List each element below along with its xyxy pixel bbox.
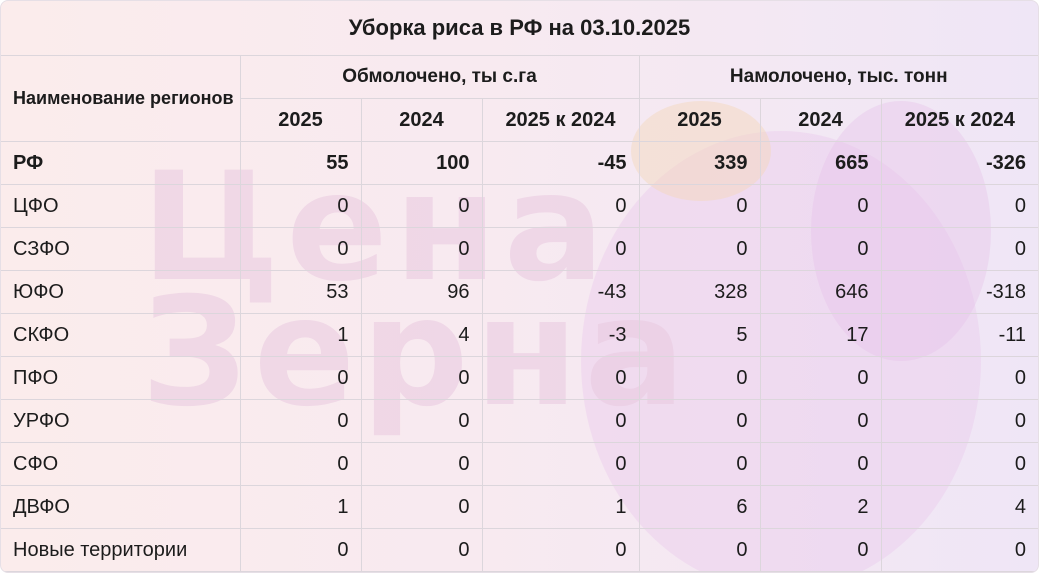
value-cell: 328: [638, 270, 761, 314]
region-name-cell: СФО: [1, 442, 241, 486]
table-row: ПФО 0 0 0 0 0 0: [1, 356, 1038, 400]
region-name-cell: СКФО: [1, 313, 241, 357]
value-cell: 4: [360, 313, 483, 357]
table-row: СЗФО 0 0 0 0 0 0: [1, 227, 1038, 271]
column-header: 2025: [240, 98, 362, 142]
value-cell: 4: [880, 485, 1038, 529]
value-cell: 0: [880, 442, 1038, 486]
table-title: Уборка риса в РФ на 03.10.2025: [1, 1, 1038, 56]
value-cell: 0: [239, 442, 362, 486]
value-cell: 0: [239, 528, 362, 572]
value-cell: 0: [481, 442, 640, 486]
value-cell: 0: [239, 184, 362, 228]
value-cell: 0: [638, 184, 761, 228]
value-cell: 6: [638, 485, 761, 529]
value-cell: -326: [880, 141, 1038, 185]
value-cell: 55: [239, 141, 362, 185]
region-column-header: Наименование регионов: [1, 55, 241, 142]
region-name-cell: СЗФО: [1, 227, 241, 271]
value-cell: 0: [360, 442, 483, 486]
value-cell: 2: [759, 485, 882, 529]
value-cell: 0: [880, 227, 1038, 271]
value-cell: 53: [239, 270, 362, 314]
table-row: ЦФО 0 0 0 0 0 0: [1, 184, 1038, 228]
value-cell: 0: [360, 399, 483, 443]
value-cell: -45: [481, 141, 640, 185]
value-cell: 0: [360, 485, 483, 529]
value-cell: -43: [481, 270, 640, 314]
value-cell: -318: [880, 270, 1038, 314]
column-header: 2025 к 2024: [880, 98, 1038, 142]
table-row: РФ 55 100 -45 339 665 -326: [1, 141, 1038, 185]
table-row: УРФО 0 0 0 0 0 0: [1, 399, 1038, 443]
value-cell: -11: [880, 313, 1038, 357]
value-cell: 0: [239, 399, 362, 443]
region-name-cell: ЮФО: [1, 270, 241, 314]
value-cell: 0: [759, 356, 882, 400]
value-cell: 0: [638, 442, 761, 486]
value-cell: 0: [880, 528, 1038, 572]
value-cell: 0: [880, 184, 1038, 228]
value-cell: 0: [880, 356, 1038, 400]
threshed-area-group-header: Обмолочено, ты с.га: [239, 55, 640, 99]
value-cell: 0: [638, 227, 761, 271]
table-row: Новые территории 0 0 0 0 0 0: [1, 528, 1038, 572]
value-cell: 0: [481, 356, 640, 400]
value-cell: 17: [759, 313, 882, 357]
value-cell: 1: [481, 485, 640, 529]
harvested-volume-group-header: Намолочено, тыс. тонн: [638, 55, 1038, 99]
value-cell: 0: [759, 528, 882, 572]
value-cell: 5: [638, 313, 761, 357]
value-cell: 0: [239, 356, 362, 400]
column-header: 2025 к 2024: [481, 98, 640, 142]
value-cell: 0: [481, 399, 640, 443]
region-name-cell: УРФО: [1, 399, 241, 443]
value-cell: 0: [638, 356, 761, 400]
value-cell: 665: [759, 141, 882, 185]
table-row: ДВФО 1 0 1 6 2 4: [1, 485, 1038, 529]
value-cell: 0: [759, 227, 882, 271]
value-cell: 100: [360, 141, 483, 185]
value-cell: 0: [638, 399, 761, 443]
column-header: 2024: [759, 98, 882, 142]
value-cell: 0: [759, 184, 882, 228]
value-cell: 646: [759, 270, 882, 314]
table-row: ЮФО 53 96 -43 328 646 -318: [1, 270, 1038, 314]
value-cell: 0: [481, 528, 640, 572]
value-cell: 1: [239, 313, 362, 357]
region-name-cell: ПФО: [1, 356, 241, 400]
value-cell: 0: [759, 442, 882, 486]
value-cell: 1: [239, 485, 362, 529]
value-cell: 0: [360, 184, 483, 228]
value-cell: 0: [360, 227, 483, 271]
value-cell: 0: [638, 528, 761, 572]
value-cell: 0: [360, 528, 483, 572]
value-cell: 0: [759, 399, 882, 443]
region-name-cell: ДВФО: [1, 485, 241, 529]
value-cell: 0: [360, 356, 483, 400]
column-header: 2025: [638, 98, 761, 142]
region-name-cell: ЦФО: [1, 184, 241, 228]
region-name-cell: РФ: [1, 141, 241, 185]
value-cell: 0: [481, 227, 640, 271]
value-cell: 96: [360, 270, 483, 314]
column-header: 2024: [360, 98, 483, 142]
value-cell: 0: [239, 227, 362, 271]
value-cell: -3: [481, 313, 640, 357]
value-cell: 0: [880, 399, 1038, 443]
region-name-cell: Новые территории: [1, 528, 241, 572]
value-cell: 339: [638, 141, 761, 185]
table-row: СФО 0 0 0 0 0 0: [1, 442, 1038, 486]
value-cell: 0: [481, 184, 640, 228]
table-row: СКФО 1 4 -3 5 17 -11: [1, 313, 1038, 357]
